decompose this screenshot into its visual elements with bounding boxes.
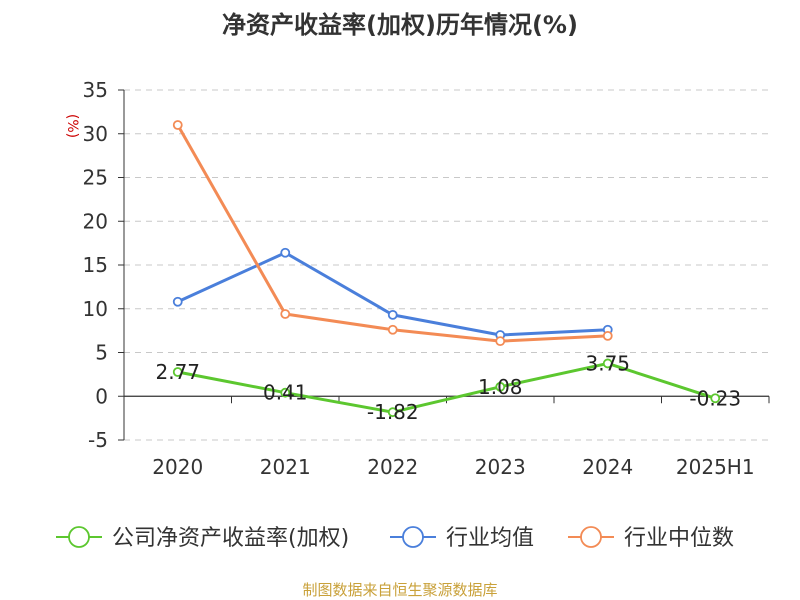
data-point	[495, 336, 506, 347]
y-tick-labels: -5 0 5 10 15 20 25 30 35	[83, 78, 108, 452]
series-group	[172, 120, 721, 418]
x-tick-label: 2021	[260, 455, 311, 479]
data-point	[602, 358, 613, 369]
data-point	[280, 247, 291, 258]
data-point	[280, 309, 291, 319]
chart-title: 净资产收益率(加权)历年情况(%)	[222, 11, 578, 39]
data-label: 0.41	[263, 381, 308, 405]
y-tick-label: 0	[95, 384, 108, 408]
data-point	[710, 393, 721, 404]
series-1	[172, 247, 613, 340]
data-point	[495, 381, 506, 392]
legend-label: 公司净资产收益率(加权)	[112, 526, 349, 551]
source-note: 制图数据来自恒生聚源数据库	[302, 581, 497, 599]
y-tick-label: 25	[83, 166, 108, 190]
y-tick-label: 15	[83, 253, 108, 277]
data-point	[387, 407, 398, 418]
series-2	[172, 120, 613, 347]
legend-item-0[interactable]: 公司净资产收益率(加权)	[56, 526, 349, 551]
data-point	[602, 330, 613, 341]
legend-label: 行业中位数	[624, 526, 734, 551]
x-tick-label: 2022	[367, 455, 418, 479]
axes	[118, 89, 770, 441]
legend-item-2[interactable]: 行业中位数	[568, 526, 734, 551]
x-tick-labels: 2020 2021 2022 2023 2024 2025H1	[152, 455, 754, 479]
data-label: 3.75	[585, 351, 630, 375]
y-tick-label: 5	[95, 341, 108, 365]
gridlines	[124, 89, 769, 441]
y-tick-label: 30	[83, 122, 108, 146]
series-line	[177, 361, 716, 414]
data-point	[387, 309, 398, 320]
y-tick-label: -5	[88, 428, 108, 452]
y-tick-label: 35	[83, 78, 108, 102]
data-labels: 2.77 0.41 -1.82 1.08 3.75 -0.23	[155, 351, 741, 424]
legend-marker	[402, 526, 424, 548]
legend[interactable]: 公司净资产收益率(加权) 行业均值 行业中位数	[56, 526, 734, 551]
y-tick-label: 10	[83, 297, 108, 321]
legend-marker	[68, 526, 90, 548]
x-tick-label: 2025H1	[676, 455, 755, 479]
data-point	[172, 367, 183, 377]
x-tick-label: 2020	[152, 455, 203, 479]
data-label: -0.23	[689, 386, 741, 410]
data-point	[280, 387, 291, 398]
y-tick-label: 20	[83, 209, 108, 233]
legend-label: 行业均值	[446, 526, 534, 551]
legend-marker	[580, 526, 602, 548]
legend-item-1[interactable]: 行业均值	[390, 526, 534, 551]
data-label: 2.77	[155, 360, 200, 384]
data-point	[387, 324, 398, 335]
data-point	[172, 296, 183, 307]
data-point	[172, 120, 183, 130]
data-label: -1.82	[367, 400, 419, 424]
x-tick-label: 2024	[582, 455, 633, 479]
data-label: 1.08	[478, 375, 523, 399]
x-tick-label: 2023	[475, 455, 526, 479]
y-axis-unit: (%)	[64, 114, 80, 138]
series-0	[172, 358, 721, 418]
